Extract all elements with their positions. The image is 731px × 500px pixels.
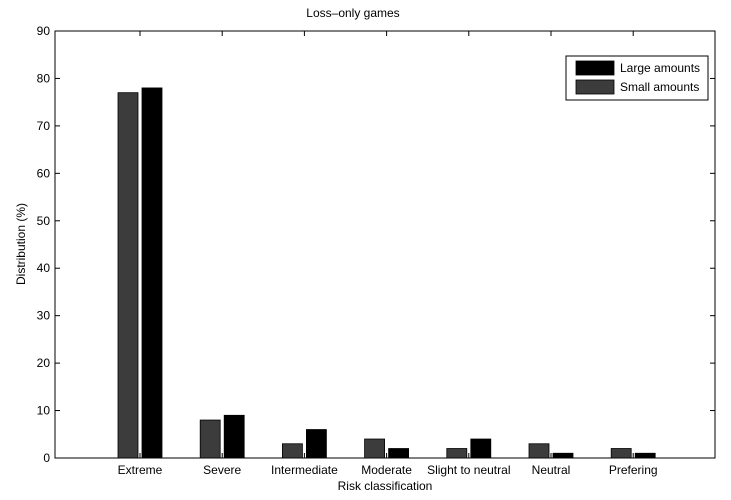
- bar-small-4: [446, 448, 468, 459]
- y-tick-label: 90: [37, 24, 51, 38]
- y-tick-label: 50: [37, 214, 51, 228]
- x-tick-label: Intermediate: [271, 463, 338, 477]
- y-tick-label: 70: [37, 119, 51, 133]
- bar-large-0: [141, 87, 163, 459]
- x-tick-label: Extreme: [118, 463, 163, 477]
- y-axis: 0 10 20 30 40 50 60 70 80 90: [37, 24, 715, 465]
- bar-large-5: [552, 452, 574, 459]
- bar-large-1: [223, 414, 245, 459]
- bar-small-1: [199, 419, 221, 459]
- chart-title: Loss–only games: [306, 6, 399, 20]
- x-axis: Extreme Severe Intermediate Moderate Slight …: [118, 31, 658, 477]
- x-axis-label: Risk classification: [338, 479, 433, 493]
- bar-large-2: [305, 429, 327, 459]
- bar-large-4: [470, 438, 492, 459]
- bar-large-6: [634, 452, 656, 459]
- x-tick-label: Neutral: [532, 463, 571, 477]
- bar-small-2: [281, 443, 303, 459]
- legend-label-small: Small amounts: [620, 80, 699, 94]
- bar-small-3: [364, 438, 386, 459]
- bar-small-5: [528, 443, 550, 459]
- y-tick-label: 10: [37, 404, 51, 418]
- legend-swatch-large: [575, 60, 615, 76]
- y-tick-label: 40: [37, 261, 51, 275]
- legend: Large amounts Small amounts: [565, 55, 709, 101]
- y-tick-label: 80: [37, 71, 51, 85]
- bar-small-0: [117, 92, 139, 459]
- bars: [117, 87, 656, 459]
- x-tick-label: Prefering: [609, 463, 658, 477]
- y-tick-label: 20: [37, 356, 51, 370]
- legend-label-large: Large amounts: [620, 61, 700, 75]
- y-tick-label: 0: [43, 451, 50, 465]
- y-tick-label: 60: [37, 166, 51, 180]
- y-tick-label: 30: [37, 309, 51, 323]
- x-tick-label: Moderate: [361, 463, 412, 477]
- y-axis-label: Distribution (%): [14, 203, 28, 285]
- bar-small-6: [610, 448, 632, 459]
- x-tick-label: Slight to neutral: [427, 463, 510, 477]
- bar-large-3: [388, 448, 410, 459]
- legend-swatch-small: [575, 79, 615, 95]
- x-tick-label: Severe: [203, 463, 241, 477]
